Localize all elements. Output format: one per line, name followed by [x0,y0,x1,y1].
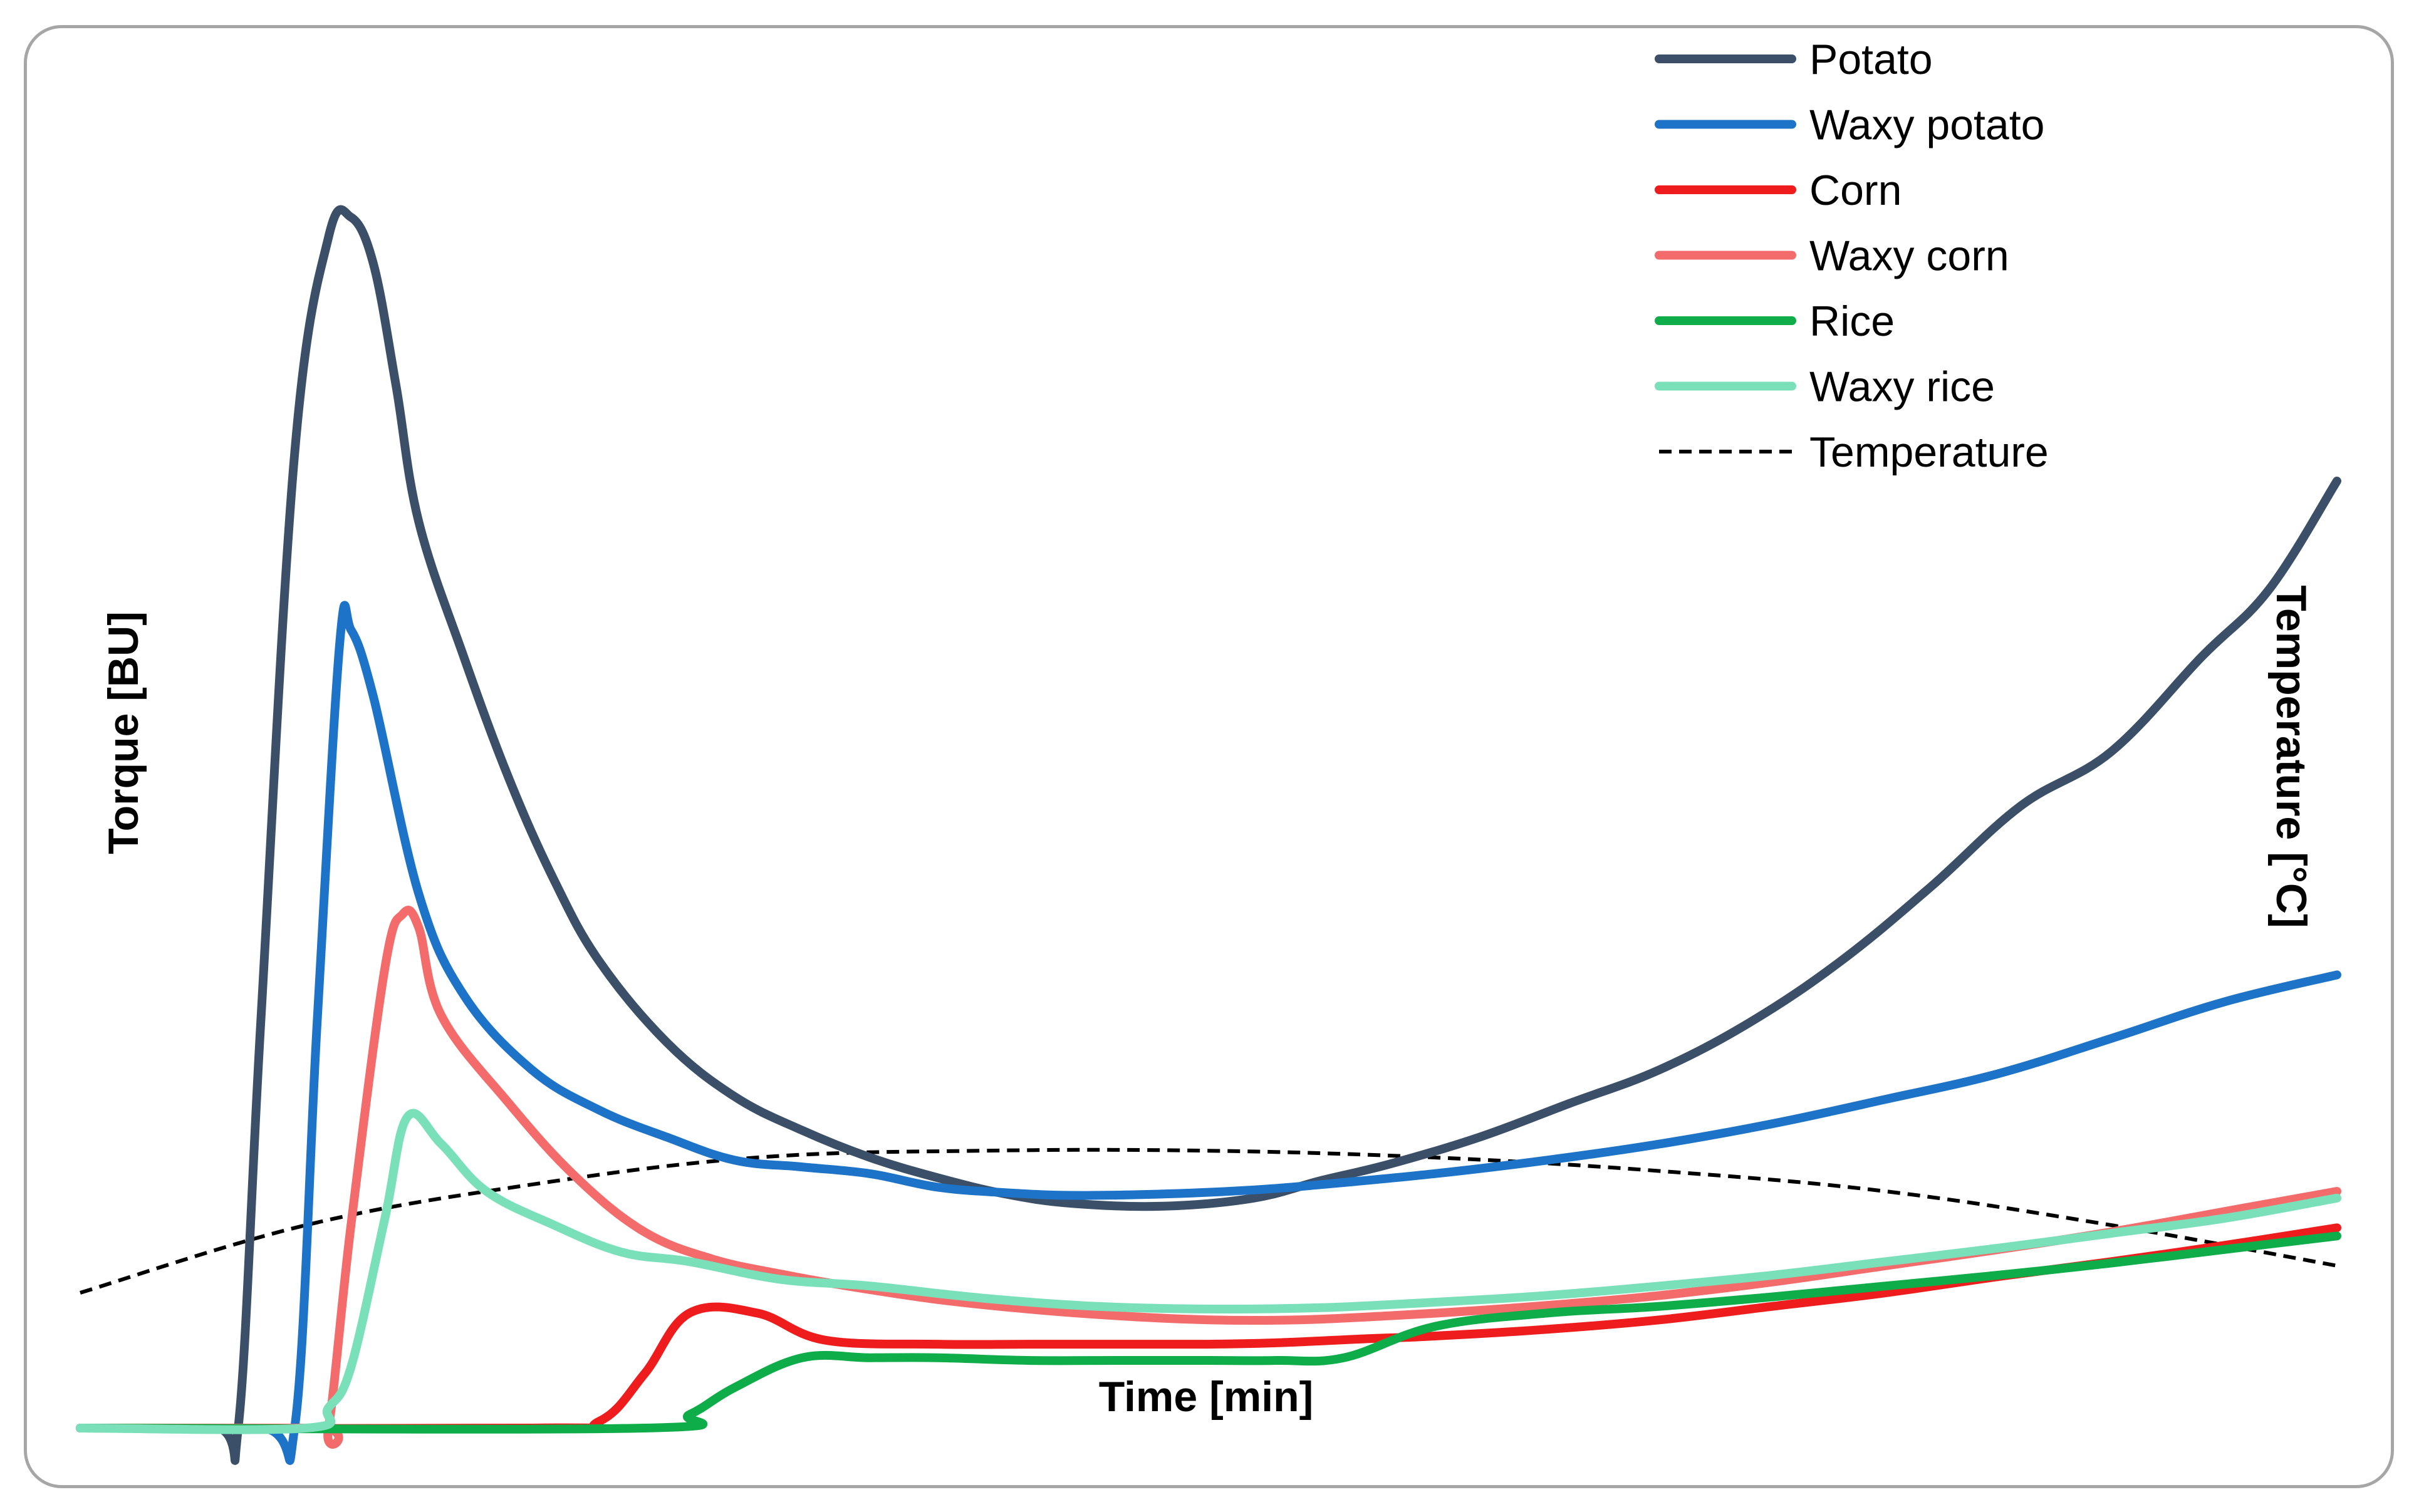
legend-label-waxy-corn: Waxy corn [1809,232,2009,280]
series-line-rice [76,1231,2341,1434]
legend-label-temperature: Temperature [1809,428,2049,476]
legend: Potato Waxy potato Corn Waxy corn Rice Waxy r… [1655,36,2049,476]
series-line-waxy-corn [76,906,2341,1449]
x-axis-label: Time [min] [1099,1373,1314,1421]
legend-label-potato: Potato [1809,36,1933,83]
series-line-waxy-potato [76,601,2341,1465]
legend-label-waxy-rice: Waxy rice [1809,363,1995,411]
legend-label-rice: Rice [1809,298,1895,345]
series-line-waxy-rice [76,1109,2341,1434]
legend-label-waxy-potato: Waxy potato [1809,101,2044,149]
y-axis-label: Torque [BU] [100,611,147,854]
y2-axis-label: Temperature [°C] [2267,585,2315,928]
series-line-potato [76,205,2341,1465]
legend-label-corn: Corn [1809,167,1902,214]
series-layer [76,205,2341,1465]
series-line-temperature [80,1147,2338,1295]
